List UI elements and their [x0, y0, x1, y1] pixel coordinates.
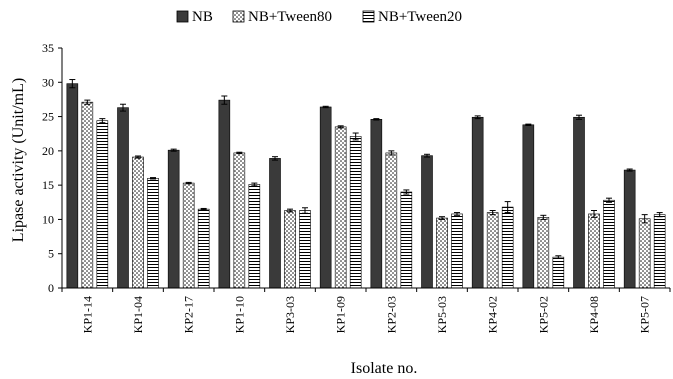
bar — [436, 217, 448, 289]
x-category-label: KP5-02 — [536, 296, 550, 333]
bar — [117, 107, 129, 289]
bars — [66, 79, 666, 289]
bar — [385, 152, 398, 289]
bar — [537, 217, 550, 289]
bar — [299, 210, 311, 289]
bar — [451, 213, 463, 289]
x-category-label: KP2-17 — [182, 296, 196, 333]
y-tick-label: 0 — [48, 281, 54, 295]
x-category-label: KP3-03 — [283, 296, 297, 333]
x-axis-title: Isolate no. — [351, 360, 418, 377]
bar — [81, 101, 94, 289]
x-category-label: KP1-04 — [131, 296, 145, 333]
bar — [319, 106, 332, 289]
x-category-label: KP5-03 — [435, 296, 449, 333]
bar — [588, 213, 600, 289]
x-category-label: KP4-02 — [486, 296, 500, 333]
y-tick-label: 25 — [42, 110, 54, 124]
legend-label: NB+Tween20 — [378, 9, 462, 25]
legend: NB NB+Tween80 NB+Tween20 — [176, 9, 462, 25]
legend-swatch — [176, 10, 189, 23]
legend-swatch — [362, 10, 375, 23]
x-category-label: KP2-03 — [384, 296, 398, 333]
bar — [334, 126, 347, 289]
bar — [501, 206, 514, 289]
bar — [573, 116, 585, 289]
bar — [421, 155, 433, 289]
bar — [623, 169, 636, 289]
x-category-label: KP1-09 — [334, 296, 348, 333]
x-category-label: KP5-07 — [638, 296, 652, 333]
bar — [248, 184, 261, 289]
legend-label: NB+Tween80 — [248, 9, 332, 25]
x-category-label: KP4-08 — [587, 296, 601, 333]
bar — [400, 191, 413, 289]
bar — [132, 156, 144, 289]
x-category-label: KP1-10 — [232, 296, 246, 333]
y-axis: 0 5 10 15 20 25 30 35 — [42, 41, 63, 295]
legend-swatch — [232, 10, 245, 23]
bar — [147, 177, 159, 289]
y-tick-label: 20 — [42, 144, 54, 158]
bar — [471, 116, 484, 289]
y-tick-label: 30 — [42, 75, 54, 89]
bar — [638, 218, 651, 289]
x-axis: KP1-14 KP1-04 KP2-17 KP1-10 KP3-03 KP1-09 KP2-… — [61, 287, 671, 333]
y-tick-label: 15 — [42, 178, 54, 192]
bar — [218, 99, 231, 289]
y-tick-label: 35 — [42, 41, 54, 55]
bar — [197, 208, 210, 289]
bar — [182, 182, 195, 289]
bar — [486, 212, 499, 289]
y-tick-label: 10 — [42, 212, 54, 226]
bar — [653, 214, 666, 289]
bar — [603, 199, 615, 289]
bar — [552, 256, 565, 289]
bar — [96, 120, 109, 289]
bar — [66, 83, 79, 289]
bar — [522, 124, 535, 289]
bar — [167, 149, 180, 289]
bar — [269, 158, 281, 289]
x-category-label: KP1-14 — [80, 296, 94, 333]
bar — [349, 136, 362, 289]
y-axis-title: Lipase activity (Unit/mL) — [10, 78, 27, 242]
bar — [370, 119, 383, 289]
bar — [233, 152, 246, 289]
bar — [284, 210, 296, 289]
y-tick-label: 5 — [48, 247, 54, 261]
legend-label: NB — [192, 9, 213, 25]
